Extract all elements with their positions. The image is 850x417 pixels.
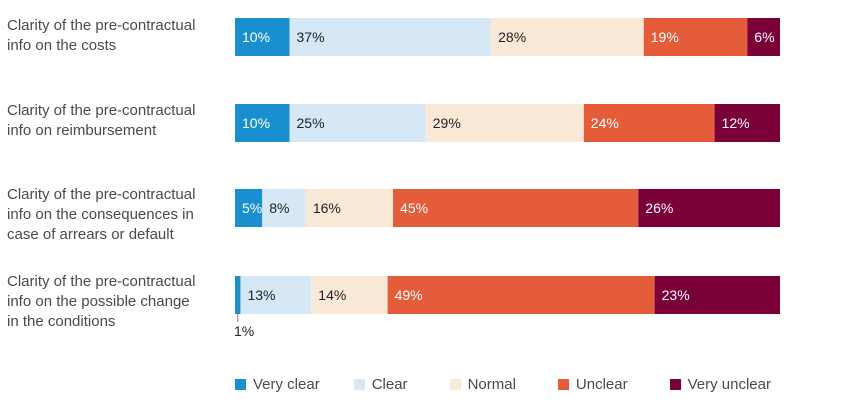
data-label: 49% — [395, 287, 423, 303]
data-label: 1% — [234, 323, 254, 339]
data-label: 6% — [754, 29, 774, 45]
data-label: 24% — [591, 115, 619, 131]
data-label: 37% — [297, 29, 325, 45]
data-label: 19% — [651, 29, 679, 45]
data-label: 5% — [242, 200, 262, 216]
bar-segment — [714, 104, 780, 142]
data-label: 16% — [313, 200, 341, 216]
legend-item: Very unclear — [669, 376, 771, 393]
legend-swatch — [669, 379, 681, 390]
legend-item: Clear — [353, 376, 408, 393]
legend-item: Normal — [449, 376, 516, 393]
bar-segment — [387, 276, 655, 314]
data-label: 29% — [433, 115, 461, 131]
legend-swatch — [449, 379, 461, 390]
bar-segment — [262, 189, 306, 227]
category-label: Clarity of the pre-contractual info on t… — [7, 273, 196, 330]
bar-segment — [643, 18, 748, 56]
data-label: 12% — [722, 115, 750, 131]
data-label: 28% — [498, 29, 526, 45]
bar-segment — [235, 104, 290, 142]
legend-item: Unclear — [557, 376, 628, 393]
chart-legend: Very clear Clear Normal Unclear Very unclear — [235, 376, 771, 393]
legend-swatch — [557, 379, 569, 390]
bar-segment — [305, 189, 394, 227]
bar-segment — [289, 18, 492, 56]
data-label: 45% — [400, 200, 428, 216]
legend-label: Very clear — [253, 376, 320, 393]
legend-item: Very clear — [235, 376, 320, 393]
legend-label: Unclear — [575, 376, 628, 393]
bar-segment — [654, 276, 780, 314]
bar-segment — [747, 18, 780, 56]
bar-segment — [583, 104, 715, 142]
data-label: 13% — [247, 287, 275, 303]
legend-swatch — [353, 379, 365, 390]
legend-swatch — [235, 379, 246, 390]
bar-segment — [638, 189, 780, 227]
bar-segment — [393, 189, 639, 227]
bar-segment — [491, 18, 644, 56]
category-label: Clarity of the pre-contractual info on t… — [7, 17, 196, 54]
bar-segment — [235, 18, 290, 56]
category-label: Clarity of the pre-contractual info on t… — [7, 186, 196, 243]
data-label: 10% — [242, 29, 270, 45]
legend-label: Very unclear — [687, 376, 771, 393]
data-label: 8% — [269, 200, 289, 216]
data-label: 10% — [242, 115, 270, 131]
bar-segment — [311, 276, 388, 314]
data-label: 25% — [297, 115, 325, 131]
legend-label: Normal — [467, 376, 516, 393]
bar-segment — [289, 104, 426, 142]
bar-segment — [240, 276, 312, 314]
category-label: Clarity of the pre-contractual info on r… — [7, 102, 196, 139]
bar-segment — [235, 189, 263, 227]
bar-segment — [425, 104, 584, 142]
legend-label: Clear — [371, 376, 408, 393]
data-label: 14% — [318, 287, 346, 303]
data-label: 23% — [662, 287, 690, 303]
data-label: 26% — [645, 200, 673, 216]
bar-segment — [235, 276, 241, 314]
